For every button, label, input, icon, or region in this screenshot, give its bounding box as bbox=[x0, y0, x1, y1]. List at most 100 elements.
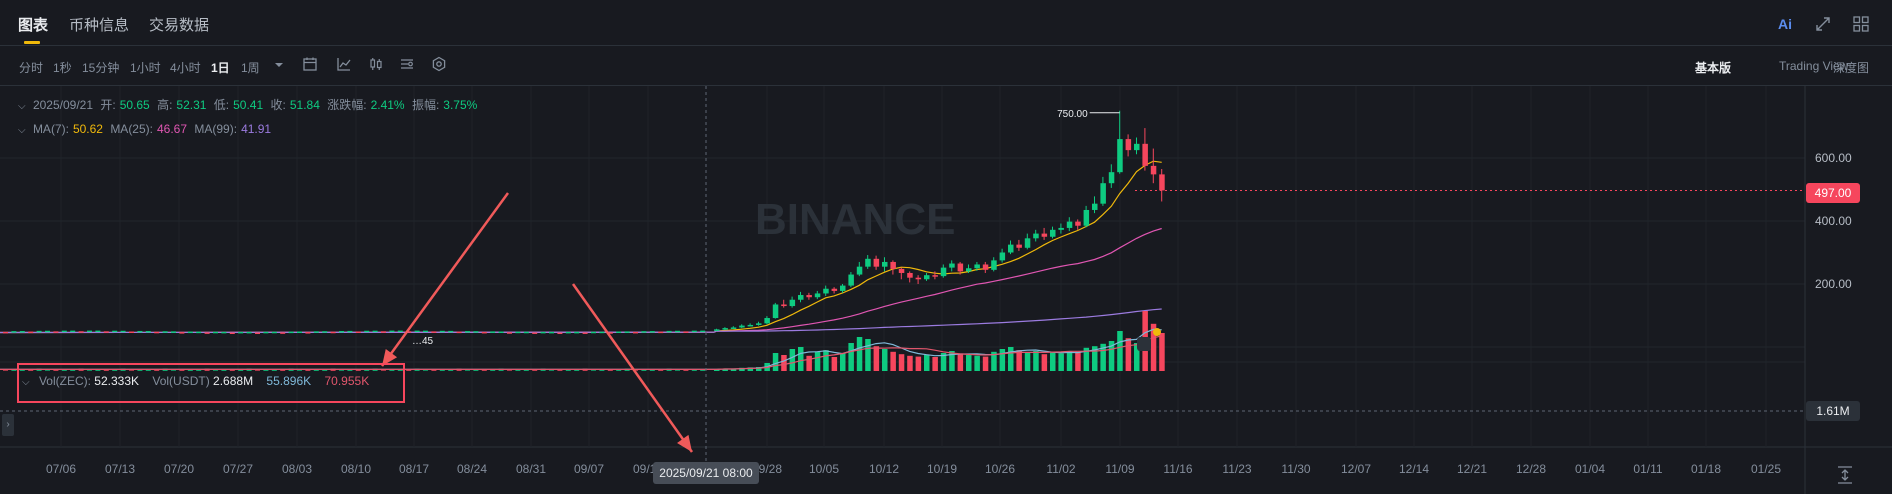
volume-bar bbox=[865, 339, 871, 371]
candle bbox=[798, 295, 804, 300]
gear-icon[interactable] bbox=[431, 56, 449, 74]
interval-1w[interactable]: 1周 bbox=[241, 61, 260, 75]
volume-bar bbox=[747, 367, 754, 371]
candle bbox=[179, 332, 185, 334]
volume-ma-lines bbox=[0, 328, 1162, 370]
candle bbox=[1075, 221, 1081, 226]
volume-bar bbox=[397, 369, 403, 371]
volume-bar bbox=[798, 347, 804, 371]
volume-bar bbox=[305, 369, 311, 371]
candle-type-icon[interactable] bbox=[368, 56, 386, 74]
volume-bar bbox=[806, 355, 812, 371]
tab-coin-info[interactable]: 币种信息 bbox=[69, 17, 130, 34]
volume-bar bbox=[675, 370, 680, 371]
view-depth[interactable]: 深度图 bbox=[1833, 61, 1870, 75]
interval-1d[interactable]: 1日 bbox=[211, 61, 230, 75]
interval-4h[interactable]: 4小时 bbox=[170, 61, 201, 75]
candle bbox=[322, 331, 328, 333]
candle bbox=[714, 329, 720, 331]
volume-bar bbox=[924, 355, 930, 371]
candle bbox=[666, 330, 672, 333]
volume-bar bbox=[949, 351, 955, 371]
view-tradingview[interactable]: Trading View bbox=[1779, 59, 1849, 73]
binance-watermark: BINANCE bbox=[755, 195, 955, 244]
x-tick-label: 07/13 bbox=[105, 462, 135, 476]
view-basic[interactable]: 基本版 bbox=[1695, 61, 1732, 75]
candle bbox=[932, 275, 938, 277]
candlestick-chart[interactable]: BINANCE 07/06 07/13 07/20 07/27 08/03 08/10 08… bbox=[0, 86, 1892, 494]
volume-bar bbox=[87, 370, 92, 371]
chevron-down-icon[interactable]: ⌵ bbox=[18, 125, 26, 136]
candle bbox=[882, 261, 888, 267]
candle bbox=[145, 331, 151, 333]
candle bbox=[431, 331, 437, 333]
candle bbox=[347, 330, 353, 333]
interval-1s[interactable]: 1秒 bbox=[53, 61, 72, 75]
y-tick-label: 200.00 bbox=[1815, 277, 1852, 291]
collapse-handle[interactable]: › bbox=[2, 414, 14, 436]
candle bbox=[747, 324, 754, 327]
interval-15m[interactable]: 15分钟 bbox=[82, 61, 120, 75]
volume-bar bbox=[423, 370, 428, 371]
candle bbox=[814, 293, 821, 298]
candle bbox=[280, 332, 286, 334]
interval-dropdown-icon[interactable] bbox=[272, 58, 290, 76]
candle bbox=[1117, 139, 1123, 173]
candle bbox=[61, 330, 67, 333]
candle bbox=[313, 331, 319, 333]
volume-bar bbox=[1150, 323, 1157, 371]
x-tick-label: 01/18 bbox=[1691, 462, 1721, 476]
chevron-down-icon[interactable]: ⌵ bbox=[18, 101, 26, 112]
candle bbox=[641, 331, 647, 333]
volume-bar bbox=[1033, 351, 1039, 371]
candle bbox=[599, 331, 605, 334]
volume-bar bbox=[882, 349, 888, 371]
y-axis-ticks: 600.00 400.00 200.00 bbox=[1815, 151, 1852, 291]
x-tick-label: 11/23 bbox=[1222, 462, 1251, 476]
volume-bar bbox=[789, 349, 796, 371]
tab-trading-data[interactable]: 交易数据 bbox=[149, 17, 210, 34]
x-tick-label: 10/26 bbox=[985, 462, 1015, 476]
volume-bar bbox=[1050, 352, 1056, 371]
annotation-arrow-1 bbox=[380, 192, 510, 367]
candle bbox=[204, 332, 210, 334]
candle bbox=[154, 331, 160, 334]
candle bbox=[1142, 143, 1148, 166]
candle bbox=[297, 331, 302, 334]
interval-1h[interactable]: 1小时 bbox=[130, 61, 161, 75]
volume-bar bbox=[856, 337, 863, 371]
volume-bar bbox=[1100, 343, 1106, 371]
candle bbox=[120, 330, 126, 333]
candle bbox=[1125, 139, 1132, 151]
alert-icon bbox=[1137, 337, 1151, 351]
tab-chart[interactable]: 图表 bbox=[18, 17, 49, 34]
legend-ma7: 50.62 bbox=[72, 122, 103, 136]
candle bbox=[465, 331, 470, 333]
legend-amplitude: 3.75% bbox=[443, 98, 478, 112]
interval-time-share[interactable]: 分时 bbox=[19, 61, 44, 75]
volume-legend: ⌵ Vol(ZEC): 52.333K Vol(USDT) 2.688M 55.… bbox=[22, 374, 370, 388]
ai-icon[interactable]: Ai bbox=[1778, 16, 1792, 32]
candle bbox=[940, 267, 947, 277]
candle bbox=[873, 258, 880, 267]
chevron-down-icon[interactable]: ⌵ bbox=[22, 377, 30, 388]
volume-bar bbox=[565, 369, 571, 371]
volume-bar bbox=[957, 354, 964, 371]
legend-vol-zec: 52.333K bbox=[94, 374, 140, 388]
volume-bar bbox=[187, 369, 193, 371]
expand-icon[interactable] bbox=[1814, 15, 1832, 33]
volume-bar bbox=[95, 369, 101, 371]
candle bbox=[45, 330, 50, 333]
grid-icon[interactable] bbox=[1852, 15, 1870, 33]
candle bbox=[498, 331, 504, 334]
x-tick-label: 10/19 bbox=[927, 462, 957, 476]
indicator-icon[interactable] bbox=[336, 56, 354, 74]
settings-list-icon[interactable] bbox=[399, 56, 417, 74]
candle bbox=[1100, 183, 1106, 204]
x-tick-label: 01/25 bbox=[1751, 462, 1781, 476]
x-tick-label: 09/28 bbox=[752, 462, 782, 476]
current-price-tag: 497.00 bbox=[1806, 183, 1860, 203]
calendar-icon[interactable] bbox=[302, 56, 320, 74]
volume-bar bbox=[19, 369, 25, 371]
volume-bar bbox=[229, 369, 235, 371]
